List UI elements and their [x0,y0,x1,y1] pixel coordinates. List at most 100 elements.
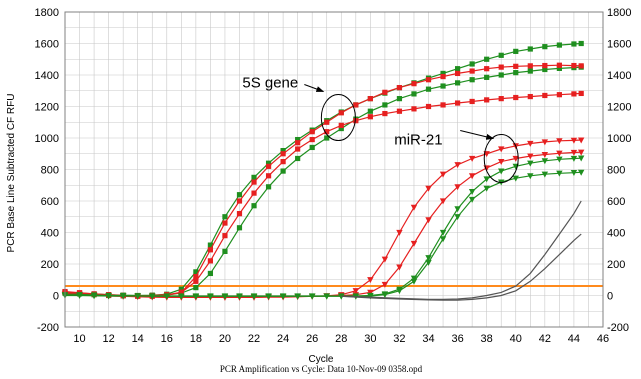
data-point [425,86,432,92]
data-point [498,52,504,58]
data-point [498,146,505,153]
data-point [527,160,534,167]
data-point [439,229,447,236]
y-tick-label-left: 1800 [35,7,59,19]
data-point [541,151,549,158]
data-point [382,110,388,117]
data-point [577,137,585,144]
data-point [439,171,447,178]
data-point [76,292,83,299]
y-tick-label-right: 1200 [607,102,631,114]
series-10 [341,233,582,301]
data-point [90,293,98,300]
y-tick-label-right: 200 [607,259,625,271]
data-point [454,100,461,106]
y-tick-label-left: 400 [41,228,59,240]
data-point [280,168,286,174]
data-point [542,92,548,99]
data-point [323,293,330,300]
data-point [250,293,258,300]
data-point [265,184,272,190]
data-point [468,196,476,203]
data-point [178,293,185,300]
data-point [367,108,373,114]
y-tick-label-left: 1600 [35,39,59,51]
y-tick-label-left: -200 [37,322,59,334]
data-point [484,97,490,103]
data-point [498,72,504,78]
data-point [207,258,214,264]
data-point [178,286,184,292]
data-point [236,198,243,204]
series-9 [341,200,582,300]
data-point [513,63,519,69]
data-point [469,68,475,74]
data-point [236,225,243,231]
data-point [577,155,585,162]
data-point [279,293,287,300]
data-point [338,293,345,300]
data-point [556,170,563,177]
x-tick-label: 20 [219,333,231,345]
data-point [163,293,170,300]
data-point [512,155,519,162]
data-point [295,140,301,146]
data-point [439,198,447,205]
y-tick-label-right: 1800 [607,7,631,19]
data-point [353,118,359,124]
data-point [440,73,446,80]
data-point [578,40,584,47]
annotation-label: miR-21 [394,131,442,148]
data-point [571,91,577,97]
data-point [353,102,359,108]
data-point [396,108,403,114]
data-point [425,185,432,192]
data-point [309,129,315,135]
data-point [542,66,548,73]
data-point [222,214,228,220]
data-point [410,278,418,285]
x-axis-label: Cycle [308,354,333,365]
x-tick-label: 30 [364,333,376,345]
data-point [309,136,315,143]
data-point [222,233,228,239]
y-axis-label: PCR Base Line Subtracted CF RFU [6,94,17,253]
data-point [440,102,446,108]
data-point [556,138,563,145]
x-tick-label: 10 [73,333,85,345]
data-point [193,285,199,291]
series-line [341,233,582,301]
data-point [236,211,243,217]
data-point [498,159,505,166]
data-point [454,80,461,86]
chart-footer: PCR Amplification vs Cycle: Data 10-Nov-… [220,364,423,374]
data-point [484,74,490,80]
data-point [338,125,344,132]
data-point [265,160,272,166]
x-tick-label: 46 [597,333,609,345]
data-point [251,179,257,185]
x-tick-label: 18 [190,333,202,345]
data-point [410,240,418,247]
plot-frame [64,11,604,328]
data-point [338,110,344,116]
data-point [381,256,389,263]
data-point [265,293,272,300]
data-point [352,288,360,295]
data-point [454,184,461,191]
data-point [178,289,184,295]
data-point [294,293,301,300]
data-point [527,153,534,160]
data-point [483,176,490,183]
data-point [411,81,417,87]
data-point [134,293,141,300]
data-point [295,146,301,152]
x-tick-label: 36 [451,333,463,345]
y-tick-label-left: 200 [41,259,59,271]
data-point [367,293,374,300]
data-point [411,106,417,112]
data-point [221,293,229,300]
series-line [341,200,582,300]
x-tick-label: 38 [481,333,493,345]
